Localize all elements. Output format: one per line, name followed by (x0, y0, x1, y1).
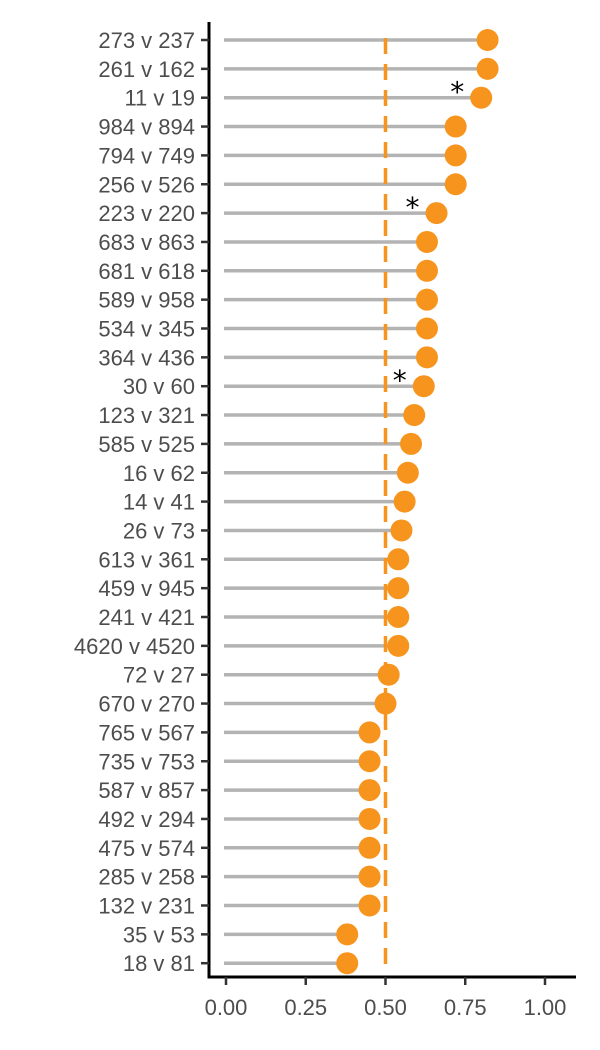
data-point (400, 432, 423, 455)
data-point (444, 144, 467, 167)
data-point (336, 923, 359, 946)
y-tick-label: 35 v 53 (123, 922, 195, 947)
y-tick-label: 475 v 574 (98, 836, 195, 861)
y-tick-label: 587 v 857 (98, 778, 195, 803)
data-point (358, 836, 381, 859)
x-tick-label: 0.25 (284, 995, 327, 1020)
data-point (444, 173, 467, 196)
data-point (425, 202, 448, 225)
x-tick-label: 1.00 (524, 995, 567, 1020)
y-tick-label: 589 v 958 (98, 288, 195, 313)
stems-layer (224, 38, 488, 965)
y-tick-label: 735 v 753 (98, 749, 195, 774)
y-tick-label: 459 v 945 (98, 576, 195, 601)
y-tick-label: 30 v 60 (123, 374, 195, 399)
y-tick-label: 683 v 863 (98, 230, 195, 255)
data-point (358, 750, 381, 773)
significance-marker: * (406, 191, 420, 224)
x-tick-label: 0.50 (364, 995, 407, 1020)
y-tick-label: 285 v 258 (98, 865, 195, 890)
y-tick-label: 4620 v 4520 (74, 634, 195, 659)
y-tick-label: 364 v 436 (98, 345, 195, 370)
y-tick-label: 765 v 567 (98, 720, 195, 745)
y-tick-label: 223 v 220 (98, 201, 195, 226)
y-tick-label: 72 v 27 (123, 663, 195, 688)
data-point (476, 29, 499, 51)
data-point (387, 634, 410, 657)
significance-markers-layer: * * * (393, 76, 464, 398)
y-tick-label: 26 v 73 (123, 518, 195, 543)
x-tick-label: 0.75 (444, 995, 487, 1020)
points-layer (336, 29, 499, 975)
y-tick-label: 261 v 162 (98, 57, 195, 82)
data-point (412, 375, 435, 398)
data-point (387, 606, 410, 628)
data-point (393, 490, 416, 513)
data-point (358, 894, 381, 917)
significance-marker: * (393, 364, 407, 397)
y-tick-label: 123 v 321 (98, 403, 195, 428)
data-point (387, 548, 410, 571)
data-point (336, 952, 359, 975)
x-tick-labels: 0.00 0.25 0.50 0.75 1.00 (205, 995, 567, 1020)
data-point (390, 519, 413, 542)
y-tick-label: 585 v 525 (98, 432, 195, 457)
data-point (387, 577, 410, 600)
data-point (396, 461, 419, 484)
y-tick-label: 613 v 361 (98, 547, 195, 572)
y-tick-label: 273 v 237 (98, 28, 195, 53)
data-point (403, 404, 426, 427)
significance-marker: * (450, 76, 464, 109)
y-tick-label: 241 v 421 (98, 605, 195, 630)
x-tick-label: 0.00 (205, 995, 248, 1020)
y-tick-label: 11 v 19 (124, 86, 195, 111)
data-point (415, 230, 438, 253)
data-point (415, 288, 438, 311)
y-tick-label: 14 v 41 (123, 490, 195, 515)
y-tick-label: 16 v 62 (123, 461, 195, 486)
y-tick-label: 681 v 618 (98, 259, 195, 284)
y-tick-label: 492 v 294 (98, 807, 195, 832)
y-tick-label: 670 v 270 (98, 692, 195, 717)
data-point (358, 721, 381, 744)
y-tick-label: 256 v 526 (98, 172, 195, 197)
y-tick-labels: 273 v 237 261 v 162 11 v 19 984 v 894 794 v … (74, 28, 195, 976)
y-tick-label: 794 v 749 (98, 143, 195, 168)
data-point (358, 807, 381, 830)
y-tick-label: 984 v 894 (98, 115, 195, 140)
data-point (358, 779, 381, 802)
data-point (374, 692, 397, 715)
y-tick-label: 534 v 345 (98, 317, 195, 342)
data-point (358, 865, 381, 888)
data-point (444, 115, 467, 138)
axes-layer (201, 22, 576, 985)
data-point (415, 346, 438, 369)
data-point (415, 317, 438, 340)
data-point (476, 57, 499, 80)
y-tick-label: 18 v 81 (123, 951, 195, 976)
data-point (470, 86, 493, 109)
data-point (377, 663, 400, 686)
y-tick-label: 132 v 231 (98, 894, 195, 919)
data-point (415, 259, 438, 282)
